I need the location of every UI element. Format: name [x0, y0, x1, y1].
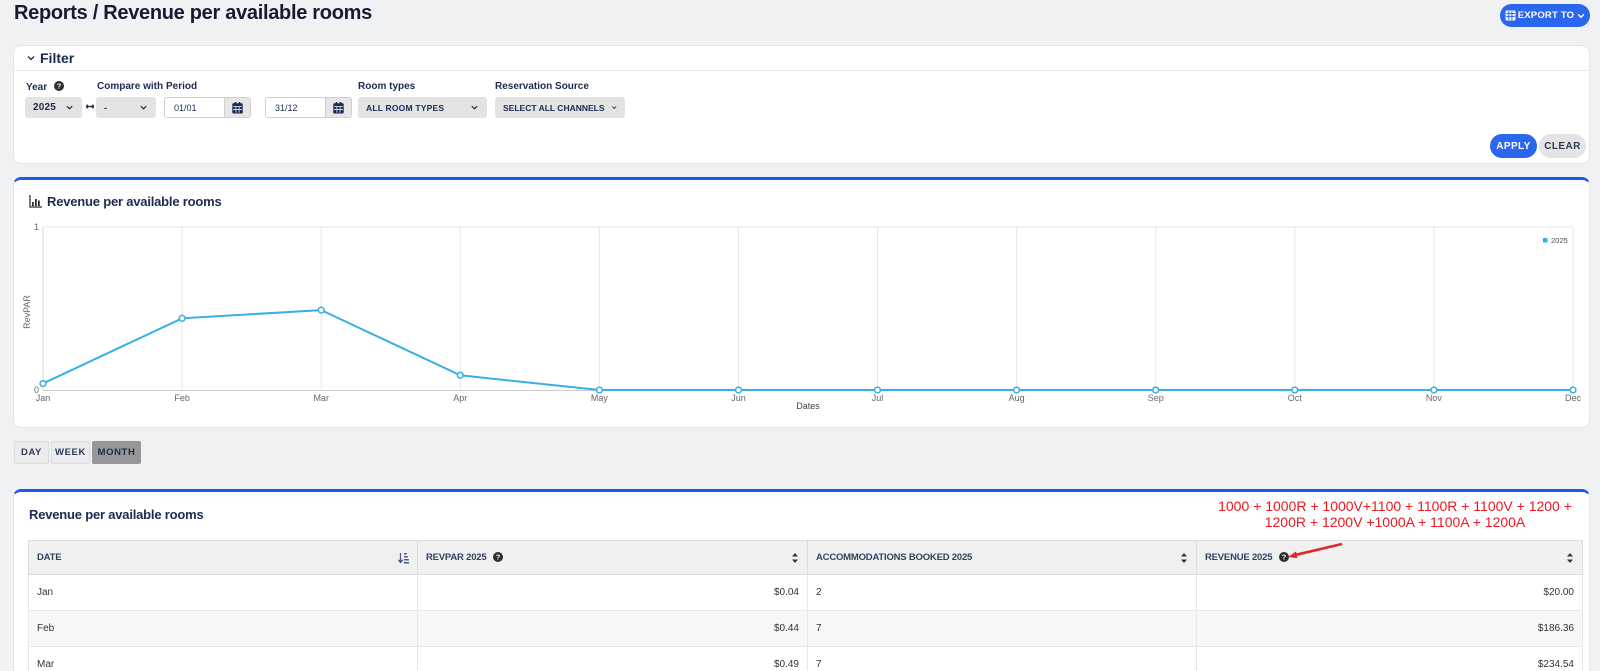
svg-text:Apr: Apr — [453, 393, 467, 403]
svg-text:Feb: Feb — [174, 393, 190, 403]
svg-text:Jul: Jul — [872, 393, 884, 403]
svg-text:?: ? — [57, 82, 62, 91]
svg-text:2025: 2025 — [1551, 236, 1568, 245]
svg-text:Aug: Aug — [1009, 393, 1025, 403]
svg-text:Dates: Dates — [796, 401, 820, 411]
svg-text:May: May — [591, 393, 609, 403]
svg-text:Dec: Dec — [1565, 393, 1582, 403]
svg-text:?: ? — [496, 553, 501, 562]
svg-text:Oct: Oct — [1288, 393, 1303, 403]
svg-text:?: ? — [1282, 553, 1287, 562]
svg-text:RevPAR: RevPAR — [22, 295, 32, 329]
svg-text:Nov: Nov — [1426, 393, 1443, 403]
svg-text:Sep: Sep — [1148, 393, 1164, 403]
svg-text:Jan: Jan — [36, 393, 51, 403]
svg-text:Mar: Mar — [313, 393, 329, 403]
svg-text:1: 1 — [34, 222, 39, 232]
svg-text:Jun: Jun — [731, 393, 746, 403]
svg-text:0: 0 — [34, 385, 39, 395]
